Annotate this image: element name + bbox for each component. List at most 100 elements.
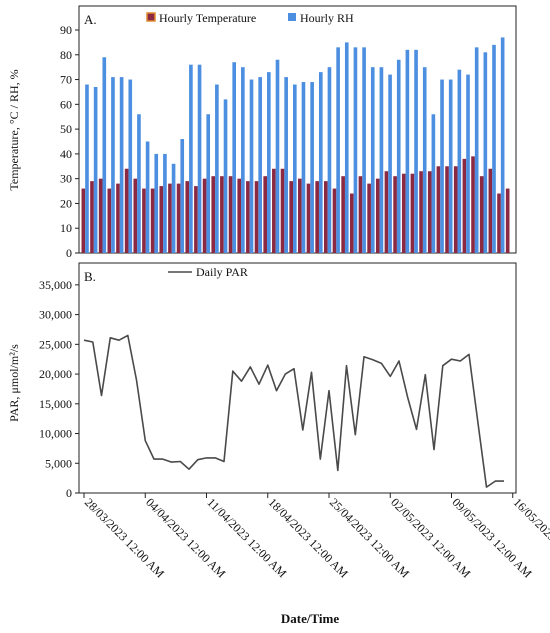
rh-bar xyxy=(163,153,167,253)
temperature-bar xyxy=(133,178,138,253)
rh-bar xyxy=(154,153,159,253)
temperature-bar xyxy=(505,188,510,253)
panel-b-legend: Daily PAR xyxy=(168,265,248,279)
temperature-bar xyxy=(107,188,112,253)
rh-bar xyxy=(215,84,219,253)
rh-bar xyxy=(206,114,211,253)
panel-a-label: A. xyxy=(84,12,97,27)
temperature-bar xyxy=(332,188,337,253)
temperature-bar xyxy=(202,178,207,253)
rh-bar xyxy=(474,47,479,253)
temperature-bar xyxy=(436,166,441,253)
y-tick-label: 90 xyxy=(60,23,72,37)
rh-bar xyxy=(414,49,418,254)
temperature-bar xyxy=(289,181,293,253)
y-tick-label: 0 xyxy=(66,246,72,260)
temperature-bar xyxy=(159,186,164,253)
par-line xyxy=(83,334,504,488)
rh-bar xyxy=(223,99,228,253)
temperature-bar xyxy=(272,168,276,253)
rh-bar xyxy=(137,114,141,253)
temperature-bar xyxy=(228,176,233,253)
rh-bar xyxy=(85,84,89,253)
panel-b-x-axis-title: Date/Time xyxy=(281,611,339,626)
rh-bar xyxy=(241,67,245,254)
temperature-bar xyxy=(237,178,242,253)
rh-bar xyxy=(189,64,193,253)
temperature-bar xyxy=(81,188,86,253)
temperature-bar xyxy=(211,176,216,253)
temperature-bar xyxy=(445,166,449,253)
rh-bar xyxy=(284,77,288,253)
rh-bar xyxy=(301,82,306,254)
temperature-bar xyxy=(150,188,155,253)
temperature-bar xyxy=(323,181,328,253)
temperature-bar xyxy=(280,168,285,253)
rh-bar xyxy=(292,84,297,253)
rh-bar xyxy=(388,74,392,253)
y-tick-label: 35,000 xyxy=(39,278,72,292)
legend-par-label: Daily PAR xyxy=(196,265,248,279)
y-tick-label: 25,000 xyxy=(39,337,72,351)
temperature-bar xyxy=(254,181,259,253)
rh-bar xyxy=(492,44,496,253)
legend-temp-swatch xyxy=(146,12,156,22)
temperature-bar xyxy=(220,176,224,253)
y-tick-label: 5,000 xyxy=(45,456,72,470)
rh-bar xyxy=(466,74,470,253)
temperature-bar xyxy=(419,171,423,253)
temperature-bar xyxy=(263,176,268,253)
temperature-bar xyxy=(393,176,397,253)
temperature-bar xyxy=(497,193,501,253)
rh-bar xyxy=(249,79,254,253)
panel-a-y-axis-title: Temperature, °C / RH, % xyxy=(7,69,21,190)
temperature-bar xyxy=(427,171,432,253)
y-tick-label: 20 xyxy=(60,196,72,210)
temperature-bar xyxy=(401,173,406,253)
panel-a: 0 10 20 30 40 50 60 70 80 90 A. Hourly Temperatur… xyxy=(7,5,517,260)
rh-bar xyxy=(171,163,176,253)
rh-bar xyxy=(405,49,410,254)
temperature-bar xyxy=(315,181,319,253)
temperature-bar xyxy=(375,178,380,253)
temperature-bar xyxy=(367,183,371,253)
panel-a-bars xyxy=(81,37,510,254)
panel-b: 0 5,000 10,000 15,000 20,000 25,000 30,000 35,0… xyxy=(7,262,550,626)
panel-a-y-axis: 0 10 20 30 40 50 60 70 80 90 xyxy=(60,23,79,260)
temperature-bar xyxy=(185,181,190,253)
temperature-bar xyxy=(341,176,345,253)
temperature-bar xyxy=(298,178,302,253)
temperature-bar xyxy=(471,156,475,253)
rh-bar xyxy=(500,37,505,253)
rh-bar xyxy=(119,77,124,253)
temperature-bar xyxy=(142,188,146,253)
y-tick-label: 50 xyxy=(60,122,72,136)
temperature-bar xyxy=(349,193,354,253)
rh-bar xyxy=(180,139,185,253)
temperature-bar xyxy=(168,183,172,253)
rh-bar xyxy=(353,47,358,253)
rh-bar xyxy=(362,47,366,253)
rh-bar xyxy=(396,59,401,253)
rh-bar xyxy=(327,67,332,254)
rh-bar xyxy=(336,47,340,253)
rh-bar xyxy=(318,72,323,253)
y-tick-label: 30 xyxy=(60,172,72,186)
y-tick-label: 20,000 xyxy=(39,367,72,381)
y-tick-label: 30,000 xyxy=(39,308,72,322)
rh-bar xyxy=(275,59,280,253)
rh-bar xyxy=(440,79,444,253)
panel-b-y-axis-title: PAR, μmol/m²/s xyxy=(7,344,21,422)
rh-bar xyxy=(422,67,427,254)
legend-rh-label: Hourly RH xyxy=(300,11,354,25)
panel-b-label: B. xyxy=(84,269,96,284)
temperature-bar xyxy=(116,183,120,253)
y-tick-label: 10,000 xyxy=(39,427,72,441)
temperature-bar xyxy=(90,181,94,253)
rh-bar xyxy=(258,77,262,253)
rh-bar xyxy=(448,79,453,253)
rh-bar xyxy=(197,64,202,253)
rh-bar xyxy=(93,86,98,253)
panel-a-legend: Hourly Temperature Hourly RH xyxy=(146,11,354,25)
